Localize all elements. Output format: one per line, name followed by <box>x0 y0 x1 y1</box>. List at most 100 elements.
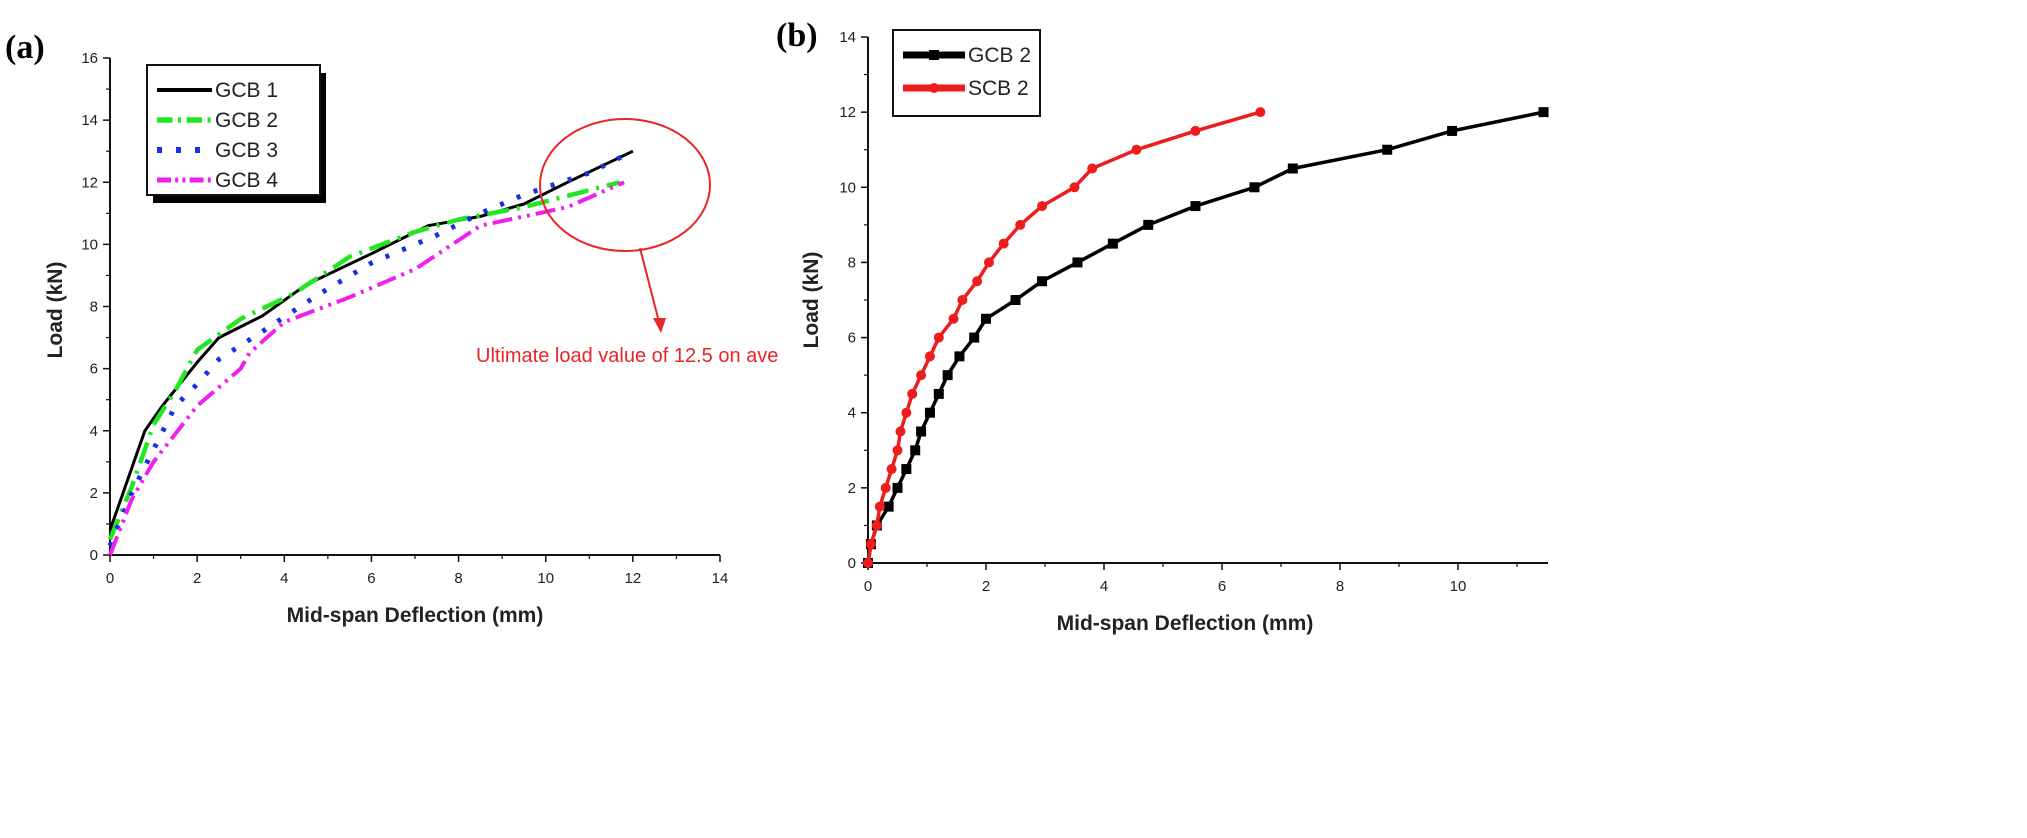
x-tick-label: 6 <box>367 570 375 587</box>
x-tick-label: 6 <box>1218 578 1226 595</box>
data-point <box>916 370 927 381</box>
y-tick-label: 6 <box>848 330 856 347</box>
data-point <box>983 257 994 268</box>
data-point <box>1107 238 1118 249</box>
data-point <box>892 482 903 493</box>
data-point <box>1143 219 1154 230</box>
series-line-gcb-2 <box>107 180 621 541</box>
chart-b: 0 2 4 6 8 10 12 14 0 2 4 6 8 10 (b) Load (kN) Mid-span D… <box>776 17 1549 635</box>
y-axis-title: Load (kN) <box>44 262 67 359</box>
panel-label: (a) <box>5 29 45 66</box>
x-tick-label: 8 <box>1336 578 1344 595</box>
y-tick-label: 8 <box>848 254 856 271</box>
data-point <box>880 482 891 493</box>
y-tick-label: 2 <box>848 480 856 497</box>
data-point <box>907 388 918 399</box>
y-tick-label: 6 <box>90 361 98 378</box>
x-tick-label: 2 <box>982 578 990 595</box>
y-tick-label: 14 <box>839 29 856 46</box>
data-point <box>954 351 965 362</box>
data-point <box>998 238 1009 249</box>
data-point <box>1037 201 1048 212</box>
y-tick-label: 14 <box>81 112 98 129</box>
x-axis-title: Mid-span Deflection (mm) <box>287 604 544 627</box>
data-point <box>865 539 876 550</box>
data-point <box>1072 257 1083 268</box>
y-tick-label: 12 <box>839 104 856 121</box>
annotation-text: Ultimate load value of 12.5 on ave <box>476 345 778 367</box>
legend-label: GCB 4 <box>215 169 278 192</box>
y-tick-label: 16 <box>81 50 98 67</box>
y-tick-label: 0 <box>848 555 856 572</box>
data-point <box>895 426 906 437</box>
x-tick-label: 4 <box>280 570 288 587</box>
data-point <box>1287 163 1298 174</box>
data-point <box>886 464 897 475</box>
data-point <box>910 445 921 456</box>
data-point <box>916 426 927 437</box>
data-point <box>924 351 935 362</box>
data-point <box>933 388 944 399</box>
y-tick-label: 0 <box>90 547 98 564</box>
y-tick-label: 12 <box>81 174 98 191</box>
chart-a: 0 2 4 6 8 10 12 14 16 0 2 4 6 8 10 12 14 (a) Load (kN) Mid-… <box>5 29 778 627</box>
panel-label: (b) <box>776 17 818 54</box>
data-point <box>1190 125 1201 136</box>
series-line-gcb-1 <box>108 149 634 531</box>
legend-box <box>892 29 1041 117</box>
legend-label: GCB 1 <box>215 79 278 102</box>
data-point <box>863 558 873 568</box>
data-point <box>948 313 959 324</box>
x-tick-label: 0 <box>864 578 872 595</box>
x-tick-label: 4 <box>1100 578 1108 595</box>
data-point <box>969 332 980 343</box>
y-tick-label: 10 <box>81 236 98 253</box>
x-axis-title: Mid-span Deflection (mm) <box>1057 612 1314 635</box>
data-point <box>1037 276 1048 287</box>
data-point <box>957 295 968 305</box>
data-point <box>972 276 983 287</box>
x-tick-label: 12 <box>625 570 642 587</box>
data-point <box>883 501 894 512</box>
legend-box <box>146 64 321 196</box>
data-point <box>892 445 903 456</box>
data-point <box>871 520 882 531</box>
data-point <box>901 464 912 475</box>
series-line-gcb-4 <box>108 180 625 556</box>
data-point <box>1255 107 1266 118</box>
data-point <box>901 407 912 418</box>
legend-label: SCB 2 <box>968 77 1029 100</box>
legend-marker <box>929 50 939 60</box>
series-line-scb-2 <box>866 110 1261 564</box>
legend-label: GCB 2 <box>215 109 278 132</box>
data-point <box>874 501 885 512</box>
x-tick-label: 2 <box>193 570 201 587</box>
y-tick-label: 4 <box>848 405 856 422</box>
annotation-circle <box>539 118 711 252</box>
data-point <box>1447 125 1458 136</box>
annotation-arrow <box>639 247 660 323</box>
data-point <box>981 313 991 324</box>
data-point <box>1087 163 1098 174</box>
data-point <box>942 370 953 381</box>
legend-marker <box>929 83 939 93</box>
data-point <box>1190 201 1201 212</box>
y-tick-label: 8 <box>90 299 98 316</box>
data-point <box>1249 182 1260 193</box>
data-point <box>1069 182 1080 193</box>
data-point <box>1010 295 1021 305</box>
data-point <box>933 332 944 343</box>
y-tick-label: 10 <box>839 179 856 196</box>
data-point <box>1131 144 1142 155</box>
x-tick-label: 10 <box>537 570 554 587</box>
legend-label: GCB 2 <box>968 44 1031 67</box>
data-point <box>924 407 935 418</box>
y-axis-title: Load (kN) <box>800 252 823 349</box>
x-tick-label: 0 <box>106 570 114 587</box>
data-point <box>1382 144 1393 155</box>
annotation-arrowhead <box>653 318 666 333</box>
x-tick-label: 8 <box>454 570 462 587</box>
legend-background <box>147 65 320 195</box>
y-tick-label: 4 <box>90 423 98 440</box>
